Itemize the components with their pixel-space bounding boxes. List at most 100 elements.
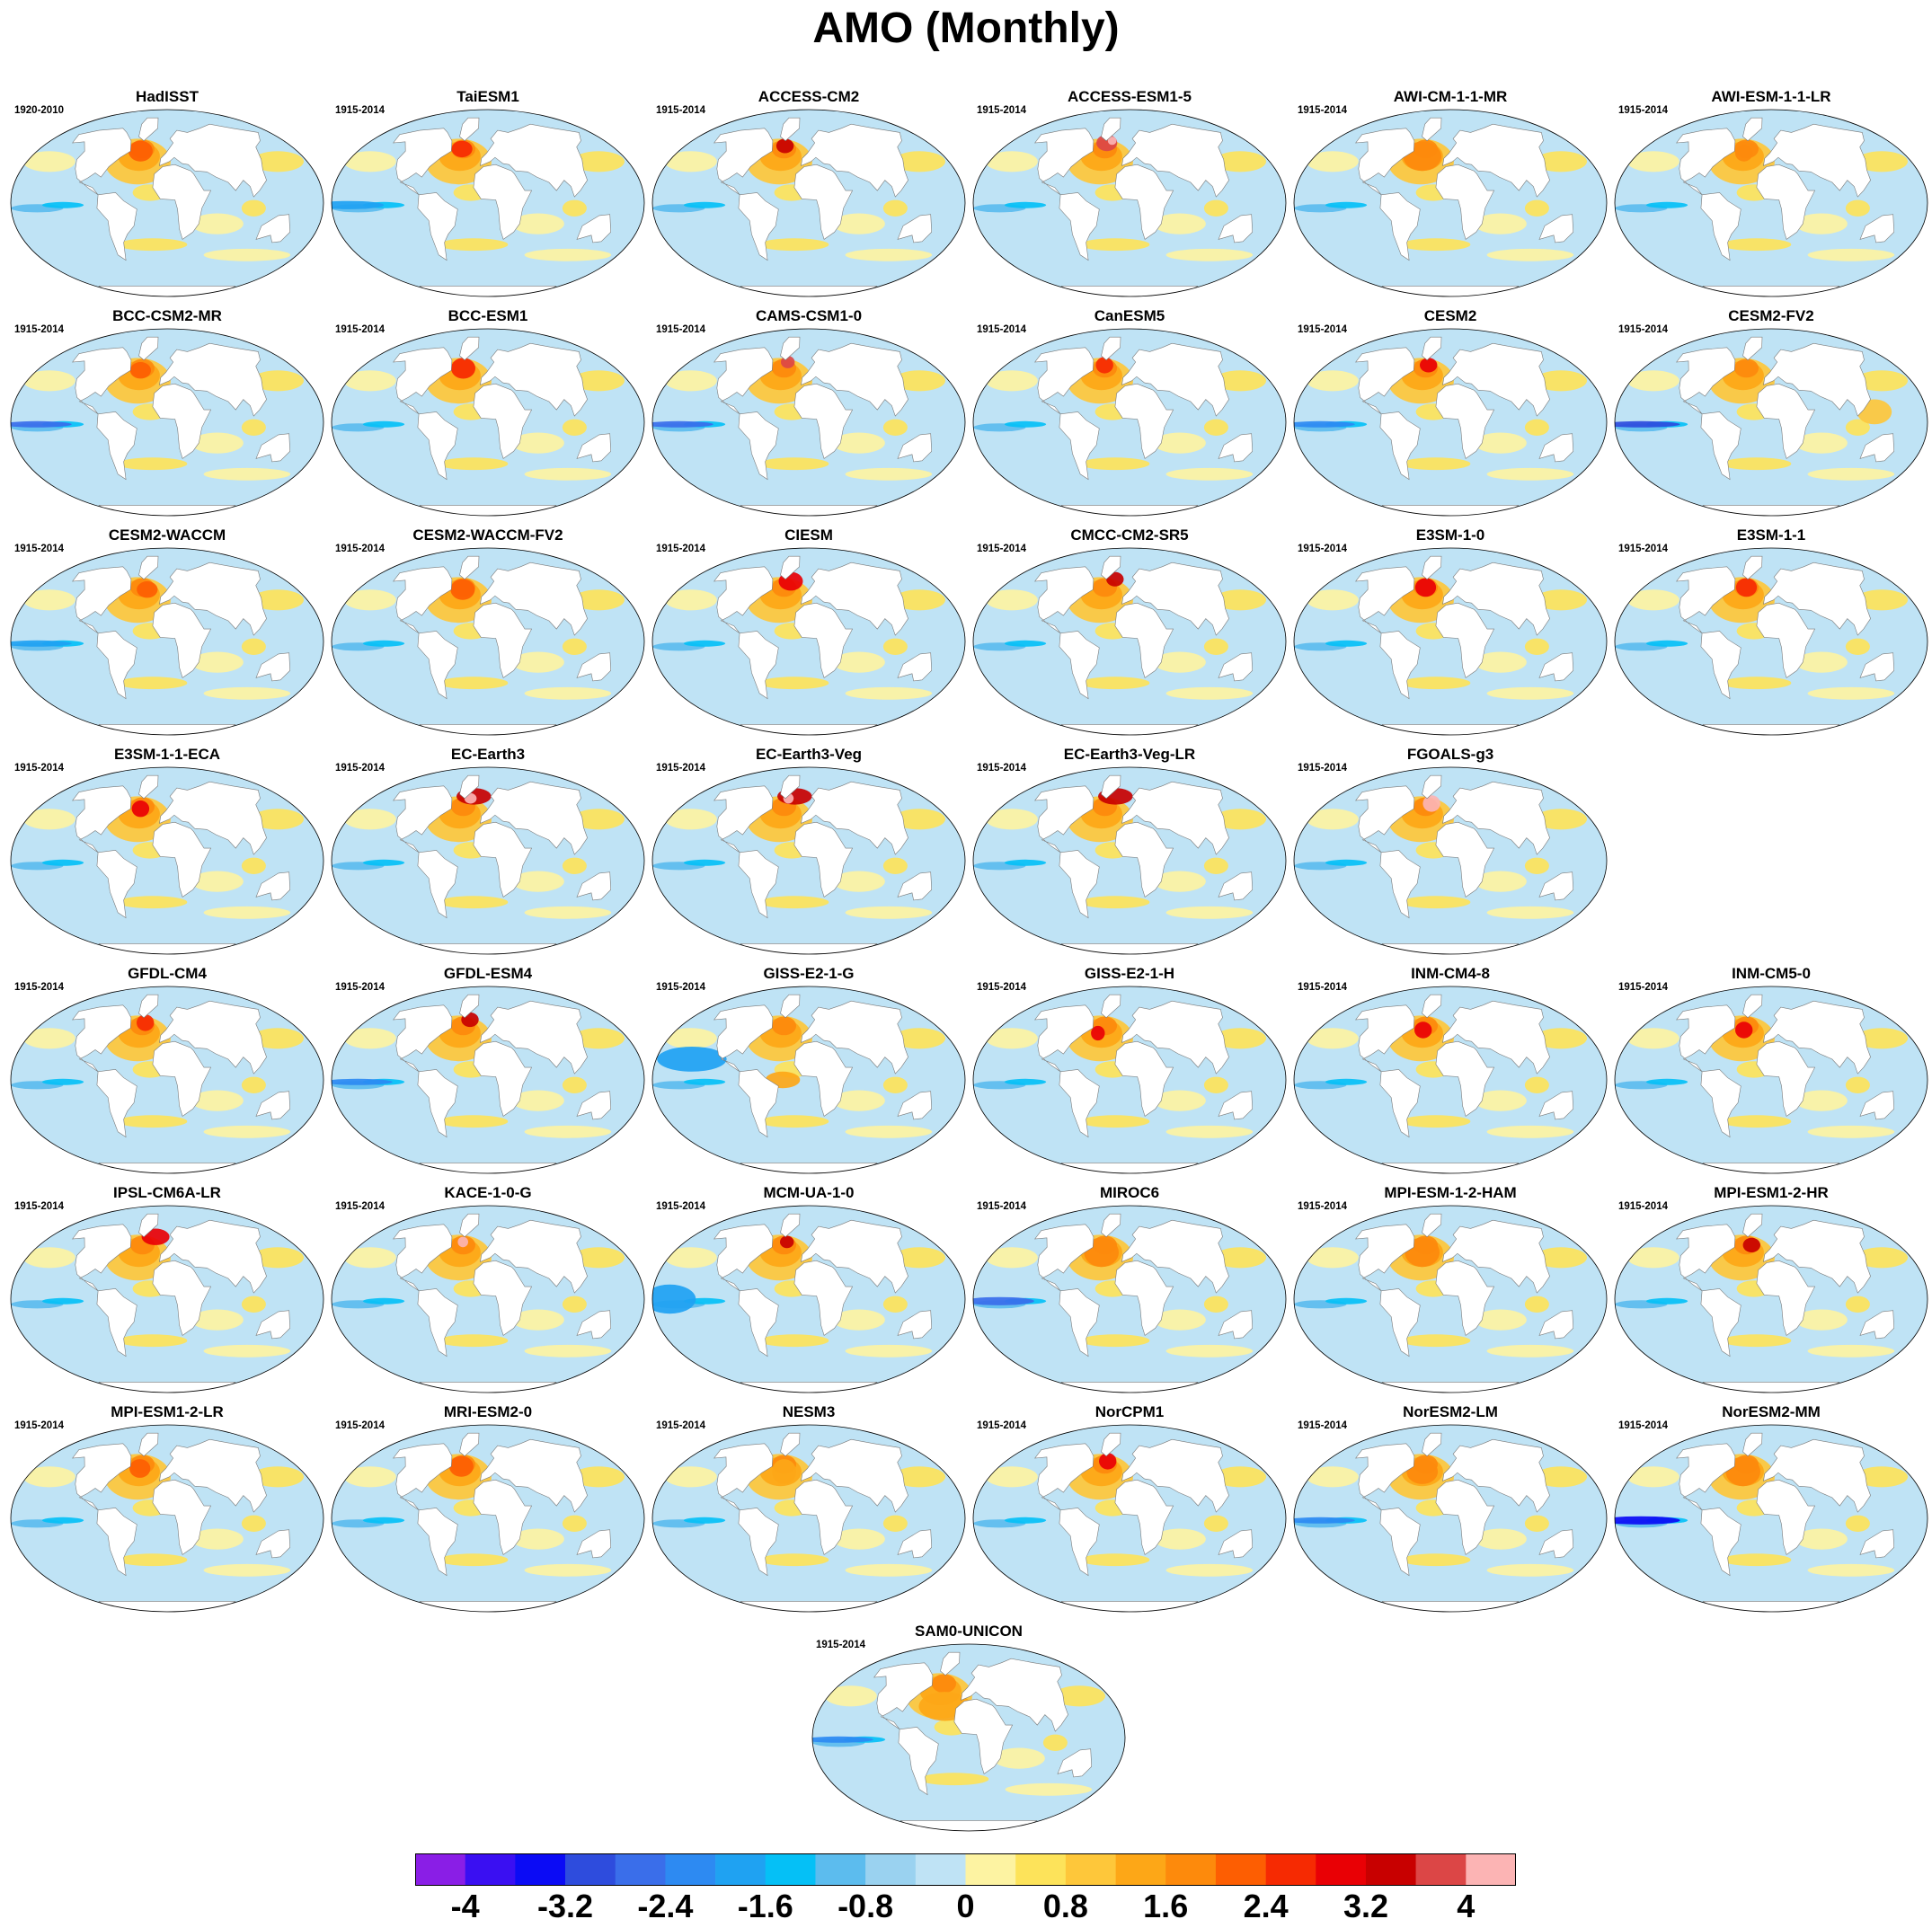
sst-anomaly-patch <box>252 151 304 172</box>
sst-anomaly-patch <box>1004 640 1047 647</box>
sst-anomaly-patch <box>1153 432 1206 454</box>
eurasia-landmass <box>801 562 908 636</box>
map-panel: SAM0-UNICON 1915-2014 <box>809 1623 1129 1842</box>
panel-period: 1915-2014 <box>14 1420 64 1431</box>
australia-landmass <box>576 433 612 463</box>
panel-model-name: GISS-E2-1-H <box>1084 965 1175 982</box>
australia-landmass <box>1538 1529 1574 1559</box>
panel-period: 1915-2014 <box>14 324 64 335</box>
sst-anomaly-patch <box>1165 1563 1254 1577</box>
sst-anomaly-patch <box>362 420 405 428</box>
colorbar-bin <box>1265 1853 1316 1886</box>
south-america-landmass <box>96 631 137 700</box>
sst-anomaly-patch <box>438 457 509 471</box>
sst-anomaly-patch <box>524 1125 612 1138</box>
eurasia-landmass <box>1121 562 1229 636</box>
sst-anomaly-patch <box>451 140 473 158</box>
panel-period: 1915-2014 <box>656 105 705 116</box>
sst-anomaly-patch <box>1153 1309 1206 1331</box>
greenland-landmass <box>1101 117 1121 142</box>
sst-anomaly-patch <box>882 1515 908 1532</box>
sst-anomaly-patch <box>845 248 933 261</box>
panel-period: 1915-2014 <box>1618 544 1668 554</box>
north-america-landmass <box>713 1004 774 1073</box>
antarctica-strip-landmass <box>1060 724 1199 735</box>
world-map <box>10 109 324 297</box>
sst-anomaly-patch <box>241 1515 266 1532</box>
eurasia-landmass <box>1763 1219 1871 1294</box>
sst-anomaly-patch <box>1626 370 1679 392</box>
australia-landmass <box>897 652 933 682</box>
antarctica-strip-landmass <box>740 505 878 516</box>
panel-period: 1915-2014 <box>1618 1420 1668 1431</box>
panel-period: 1915-2014 <box>14 1201 64 1212</box>
panel-model-name: TaiESM1 <box>456 88 519 105</box>
south-america-landmass <box>738 1508 779 1577</box>
africa-landmass <box>793 1040 854 1117</box>
sst-anomaly-patch <box>524 1563 612 1577</box>
sst-anomaly-patch <box>1414 1021 1432 1039</box>
panel-model-name: MPI-ESM1-2-LR <box>111 1403 224 1420</box>
sst-anomaly-patch <box>252 1466 304 1488</box>
map-panel: NESM3 1915-2014 <box>649 1403 969 1623</box>
africa-landmass <box>1114 1479 1174 1555</box>
greenland-landmass <box>1742 336 1763 361</box>
antarctica-strip-landmass <box>740 1601 878 1612</box>
panel-model-name: NorESM2-MM <box>1722 1403 1821 1420</box>
sst-anomaly-patch <box>562 857 587 874</box>
sst-anomaly-patch <box>41 201 84 208</box>
world-map <box>972 1424 1287 1613</box>
map-panel: MRI-ESM2-0 1915-2014 <box>328 1403 648 1623</box>
australia-landmass <box>1538 1091 1574 1120</box>
sst-anomaly-patch <box>252 809 304 830</box>
sst-anomaly-patch <box>1486 1563 1574 1577</box>
sst-anomaly-patch <box>1807 1125 1895 1138</box>
sst-anomaly-patch <box>117 238 188 252</box>
sst-anomaly-patch <box>1845 1296 1870 1313</box>
sst-anomaly-patch <box>252 1247 304 1269</box>
map-outline <box>651 1424 966 1613</box>
sst-anomaly-patch <box>117 677 188 690</box>
sst-anomaly-patch <box>191 651 244 673</box>
africa-landmass <box>1435 383 1495 459</box>
greenland-landmass <box>1742 994 1763 1019</box>
sst-anomaly-patch <box>1535 809 1587 830</box>
antarctica-strip-landmass <box>740 286 878 296</box>
map-panel: AWI-ESM-1-1-LR 1915-2014 <box>1611 88 1931 307</box>
antarctica-strip-landmass <box>1060 505 1199 516</box>
eurasia-landmass <box>1763 562 1871 636</box>
map-panel: NorCPM1 1915-2014 <box>970 1403 1289 1623</box>
north-america-landmass <box>1034 1224 1095 1292</box>
panel-model-name: EC-Earth3-Veg-LR <box>1063 746 1196 763</box>
eurasia-landmass <box>159 562 267 636</box>
greenland-landmass <box>138 774 159 800</box>
australia-landmass <box>576 652 612 682</box>
australia-landmass <box>576 871 612 901</box>
sst-anomaly-patch <box>1414 578 1437 597</box>
colorbar-bin <box>1316 1853 1367 1886</box>
australia-landmass <box>1218 214 1254 243</box>
sst-anomaly-patch <box>985 589 1038 611</box>
sst-anomaly-patch <box>362 640 405 647</box>
africa-landmass <box>473 1260 533 1336</box>
greenland-landmass <box>459 774 480 800</box>
antarctica-strip-landmass <box>1381 943 1520 954</box>
greenland-landmass <box>780 1432 801 1457</box>
sst-anomaly-patch <box>1474 213 1527 234</box>
sst-anomaly-patch <box>343 1028 396 1049</box>
sst-anomaly-patch <box>882 638 908 655</box>
eurasia-landmass <box>1121 123 1229 198</box>
australia-landmass <box>1218 1091 1254 1120</box>
panel-model-name: GISS-E2-1-G <box>763 965 855 982</box>
north-america-landmass <box>72 785 132 853</box>
eurasia-landmass <box>480 1000 588 1075</box>
sst-anomaly-patch <box>191 213 244 234</box>
map-outline <box>1614 1424 1928 1613</box>
africa-landmass <box>1114 1260 1174 1336</box>
sst-anomaly-patch <box>1079 1115 1150 1128</box>
sst-anomaly-patch <box>1735 145 1753 162</box>
sst-anomaly-patch <box>451 358 475 379</box>
eurasia-landmass <box>801 1000 908 1075</box>
sst-anomaly-patch <box>1004 201 1047 208</box>
sst-anomaly-patch <box>1306 1466 1359 1488</box>
